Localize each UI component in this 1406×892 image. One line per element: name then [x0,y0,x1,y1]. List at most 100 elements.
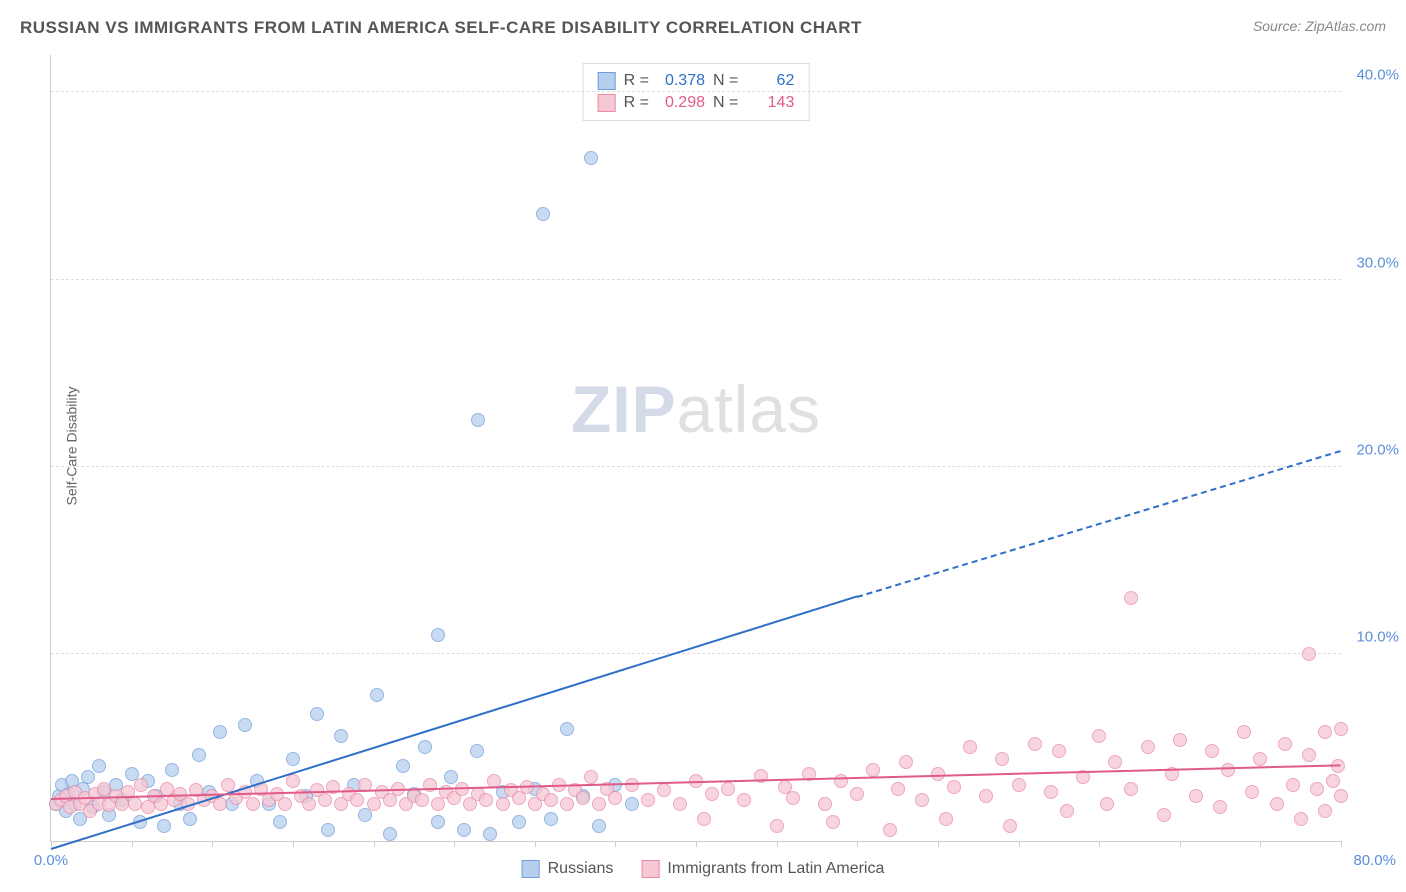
data-point [576,791,590,805]
chart-source: Source: ZipAtlas.com [1253,18,1386,34]
stats-r-value-1: 0.298 [657,94,705,112]
data-point [479,793,493,807]
gridline [51,466,1341,467]
gridline [51,279,1341,280]
data-point [496,797,510,811]
data-point [995,752,1009,766]
data-point [183,812,197,826]
x-tick [696,841,697,847]
data-point [939,812,953,826]
gridline [51,91,1341,92]
data-point [302,797,316,811]
data-point [625,797,639,811]
data-point [1003,819,1017,833]
watermark: ZIPatlas [571,371,821,447]
data-point [1044,785,1058,799]
data-point [1270,797,1284,811]
data-point [721,782,735,796]
data-point [457,823,471,837]
data-point [584,770,598,784]
stats-n-value-1: 143 [746,94,794,112]
data-point [1124,591,1138,605]
data-point [1141,740,1155,754]
data-point [165,763,179,777]
data-point [826,815,840,829]
data-point [1334,722,1348,736]
data-point [310,707,324,721]
data-point [81,770,95,784]
stats-row-latin: R = 0.298 N = 143 [598,92,795,114]
data-point [370,688,384,702]
data-point [1237,725,1251,739]
data-point [128,797,142,811]
data-point [1213,800,1227,814]
data-point [544,793,558,807]
data-point [471,413,485,427]
x-tick [1341,841,1342,847]
data-point [286,752,300,766]
data-point [431,815,445,829]
legend-swatch-russians [522,860,540,878]
data-point [383,827,397,841]
data-point [1245,785,1259,799]
data-point [1108,755,1122,769]
x-tick [1180,841,1181,847]
chart-title: RUSSIAN VS IMMIGRANTS FROM LATIN AMERICA… [20,18,862,38]
data-point [1318,804,1332,818]
data-point [278,797,292,811]
swatch-russians [598,72,616,90]
data-point [431,628,445,642]
watermark-zip: ZIP [571,372,677,446]
x-tick [212,841,213,847]
stats-r-label-0: R = [624,72,649,90]
data-point [850,787,864,801]
trend-line-dashed [857,450,1341,598]
data-point [1253,752,1267,766]
data-point [213,725,227,739]
legend-label-russians: Russians [548,860,614,878]
data-point [134,778,148,792]
data-point [444,770,458,784]
data-point [157,819,171,833]
stats-row-russians: R = 0.378 N = 62 [598,70,795,92]
data-point [238,718,252,732]
data-point [1318,725,1332,739]
x-tick [535,841,536,847]
data-point [1326,774,1340,788]
trend-line [51,764,1341,800]
data-point [1310,782,1324,796]
data-point [883,823,897,837]
data-point [321,823,335,837]
y-tick-label: 20.0% [1356,441,1399,458]
watermark-atlas: atlas [677,372,821,446]
stats-n-label-0: N = [713,72,738,90]
data-point [891,782,905,796]
data-point [947,780,961,794]
data-point [1294,812,1308,826]
data-point [544,812,558,826]
x-tick [857,841,858,847]
data-point [560,797,574,811]
legend: Russians Immigrants from Latin America [522,860,885,878]
stats-n-value-0: 62 [746,72,794,90]
data-point [1028,737,1042,751]
chart-plot-area: ZIPatlas R = 0.378 N = 62 R = 0.298 N = … [50,55,1341,842]
data-point [915,793,929,807]
x-tick [1260,841,1261,847]
data-point [1052,744,1066,758]
data-point [641,793,655,807]
data-point [92,759,106,773]
data-point [1278,737,1292,751]
x-tick [51,841,52,847]
data-point [1221,763,1235,777]
data-point [1286,778,1300,792]
data-point [1100,797,1114,811]
data-point [512,815,526,829]
y-tick-label: 40.0% [1356,67,1399,84]
data-point [592,797,606,811]
x-tick [615,841,616,847]
x-tick [777,841,778,847]
x-tick-label-max: 80.0% [1353,852,1396,869]
data-point [246,797,260,811]
data-point [657,783,671,797]
